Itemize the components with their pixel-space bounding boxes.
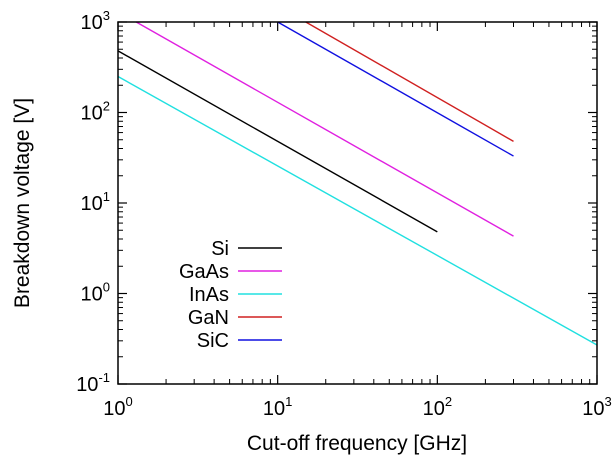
ticks-layer (117, 21, 598, 385)
legend-label: Si (211, 238, 229, 260)
y-tick-exponent: 3 (103, 8, 110, 23)
x-tick-label: 100 (103, 394, 132, 420)
legend-label: SiC (197, 330, 229, 352)
y-tick-exponent: 0 (103, 280, 110, 295)
y-tick-exponent: -1 (98, 370, 110, 385)
series-line-inas (117, 75, 598, 346)
y-axis-label: Breakdown voltage [V] (11, 98, 34, 308)
x-tick-label: 101 (263, 394, 292, 420)
x-tick-base: 10 (263, 398, 285, 420)
y-tick-label: 101 (81, 189, 110, 215)
y-tick-exponent: 2 (103, 99, 110, 114)
legend-label: InAs (189, 284, 229, 306)
y-tick-exponent: 1 (103, 189, 110, 204)
x-tick-base: 10 (582, 398, 604, 420)
y-tick-base: 10 (81, 12, 103, 34)
x-tick-exponent: 2 (445, 394, 452, 409)
x-tick-exponent: 0 (126, 394, 133, 409)
series-line-si (117, 50, 438, 233)
y-tick-base: 10 (81, 103, 103, 125)
x-tick-exponent: 1 (285, 394, 292, 409)
series-layer (117, 21, 598, 346)
series-line-gaas (135, 21, 514, 237)
x-tick-exponent: 3 (605, 394, 612, 409)
legend-label: GaAs (179, 261, 229, 283)
series-line-gan (305, 21, 514, 142)
series-line-sic (277, 21, 514, 157)
x-tick-labels: 100 101 102 103 (103, 394, 611, 420)
y-tick-label: 10-1 (76, 370, 110, 396)
x-tick-base: 10 (103, 398, 125, 420)
y-tick-label: 100 (81, 280, 110, 306)
y-tick-label: 102 (81, 99, 110, 125)
x-tick-label: 102 (423, 394, 452, 420)
y-tick-base: 10 (81, 284, 103, 306)
x-tick-base: 10 (423, 398, 445, 420)
plot-frame (117, 21, 598, 385)
y-tick-base: 10 (76, 374, 98, 396)
legend-label: GaN (188, 307, 229, 329)
y-tick-base: 10 (81, 193, 103, 215)
y-tick-label: 103 (81, 8, 110, 34)
x-axis-label: Cut-off frequency [GHz] (247, 432, 467, 455)
x-tick-label: 103 (582, 394, 611, 420)
